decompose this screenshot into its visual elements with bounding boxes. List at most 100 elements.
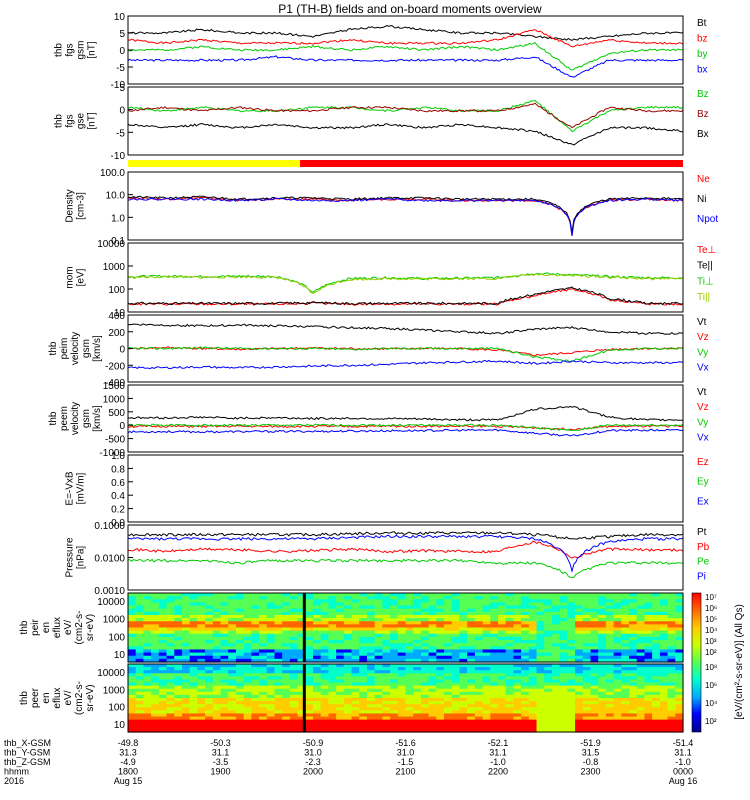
heatmap-cell (459, 728, 468, 733)
heatmap-cell (536, 614, 545, 619)
heatmap-cell (551, 667, 561, 671)
heatmap-cell (251, 664, 260, 668)
heatmap-cell (313, 614, 322, 619)
heatmap-cell (313, 691, 322, 696)
series-line-Vy (127, 346, 684, 363)
heatmap-cell (197, 685, 206, 690)
heatmap-cell (212, 636, 222, 641)
heatmap-cell (320, 728, 330, 733)
heatmap-cell (528, 716, 538, 721)
heatmap-cell (143, 707, 152, 711)
heatmap-cell (436, 605, 445, 610)
heatmap-cell (359, 611, 368, 616)
heatmap-cell (313, 704, 322, 708)
heatmap-cell (490, 698, 499, 702)
heatmap-cell (135, 627, 145, 632)
y-axis-label-line: thb (19, 691, 30, 705)
heatmap-cell (467, 652, 476, 657)
heatmap-cell (189, 722, 198, 727)
heatmap-cell (513, 605, 522, 610)
heatmap-cell (212, 722, 222, 727)
heatmap-cell (328, 649, 337, 654)
heatmap-cell (266, 630, 276, 635)
heatmap-cell (212, 655, 222, 660)
heatmap-cell (675, 593, 684, 597)
heatmap-cell (459, 614, 468, 619)
heatmap-cell (174, 728, 183, 733)
heatmap-cell (220, 716, 229, 721)
heatmap-cell (667, 673, 676, 677)
heatmap-cell (598, 596, 607, 600)
heatmap-cell (590, 624, 599, 629)
heatmap-cell (467, 611, 476, 616)
x-tick-value: -2.3 (305, 757, 321, 767)
heatmap-cell (420, 682, 430, 687)
heatmap-cell (405, 608, 414, 613)
heatmap-cell (390, 618, 399, 622)
heatmap-cell (659, 658, 669, 663)
heatmap-cell (629, 728, 638, 733)
x-axis-labels: thb_X-GSMthb_Y-GSMthb_Z-GSMhhmm2016-49.8… (4, 738, 697, 786)
y-axis-label-line: [cm-3] (76, 192, 87, 220)
heatmap-cell (582, 627, 592, 632)
heatmap-cell (636, 719, 646, 724)
colorbar: 10⁷10⁶10⁵10⁴10³10²10⁸10⁶10⁴10²[eV/(cm²-s… (691, 592, 745, 733)
heatmap-cell (521, 694, 530, 699)
heatmap-cell (359, 694, 368, 699)
heatmap-cell (474, 599, 484, 604)
x-tick-value: -1.5 (398, 757, 414, 767)
heatmap-cell (621, 725, 630, 730)
heatmap-cell (490, 676, 499, 681)
heatmap-cell (228, 716, 237, 721)
heatmap-cell (181, 602, 191, 607)
heatmap-cell (551, 602, 561, 607)
heatmap-cell (444, 658, 453, 663)
heatmap-cell (667, 719, 676, 724)
heatmap-cell (297, 676, 306, 681)
heatmap-cell (336, 667, 345, 671)
y-axis-label-line: thb (48, 411, 59, 425)
heatmap-cell (266, 593, 276, 597)
heatmap-cell (521, 630, 530, 635)
heatmap-cell (366, 618, 376, 622)
heatmap-cell (621, 602, 630, 607)
heatmap-cell (444, 682, 453, 687)
y-tick-label: 0.2 (111, 505, 125, 516)
heatmap-cell (536, 596, 545, 600)
heatmap-cell (220, 667, 229, 671)
heatmap-cell (328, 596, 337, 600)
heatmap-cell (212, 704, 222, 708)
heatmap-cell (675, 664, 684, 668)
heatmap-cell (135, 618, 145, 622)
heatmap-cell (243, 710, 252, 715)
heatmap-cell (598, 725, 607, 730)
heatmap-cell (559, 691, 568, 696)
heatmap-cell (181, 652, 191, 657)
heatmap-cell (158, 593, 168, 597)
heatmap-cell (143, 618, 152, 622)
heatmap-cell (374, 685, 383, 690)
heatmap-cell (451, 658, 461, 663)
heatmap-cell (459, 633, 468, 638)
heatmap-cell (482, 596, 491, 600)
heatmap-cell (613, 704, 622, 708)
heatmap-cell (266, 679, 276, 684)
heatmap-cell (305, 722, 314, 727)
heatmap-cell (451, 670, 461, 674)
heatmap-cell (143, 716, 152, 721)
heatmap-cell (205, 655, 214, 660)
heatmap-cell (189, 599, 198, 604)
heatmap-cell (151, 704, 160, 708)
heatmap-cell (482, 643, 491, 647)
heatmap-cell (459, 710, 468, 715)
heatmap-cell (174, 614, 183, 619)
heatmap-cell (135, 655, 145, 660)
heatmap-cell (590, 676, 599, 681)
heatmap-cell (459, 649, 468, 654)
data-gap-bar (302, 593, 306, 662)
heatmap-cell (212, 646, 222, 651)
heatmap-cell (536, 719, 545, 724)
heatmap-cell (359, 664, 368, 668)
heatmap-cell (590, 707, 599, 711)
